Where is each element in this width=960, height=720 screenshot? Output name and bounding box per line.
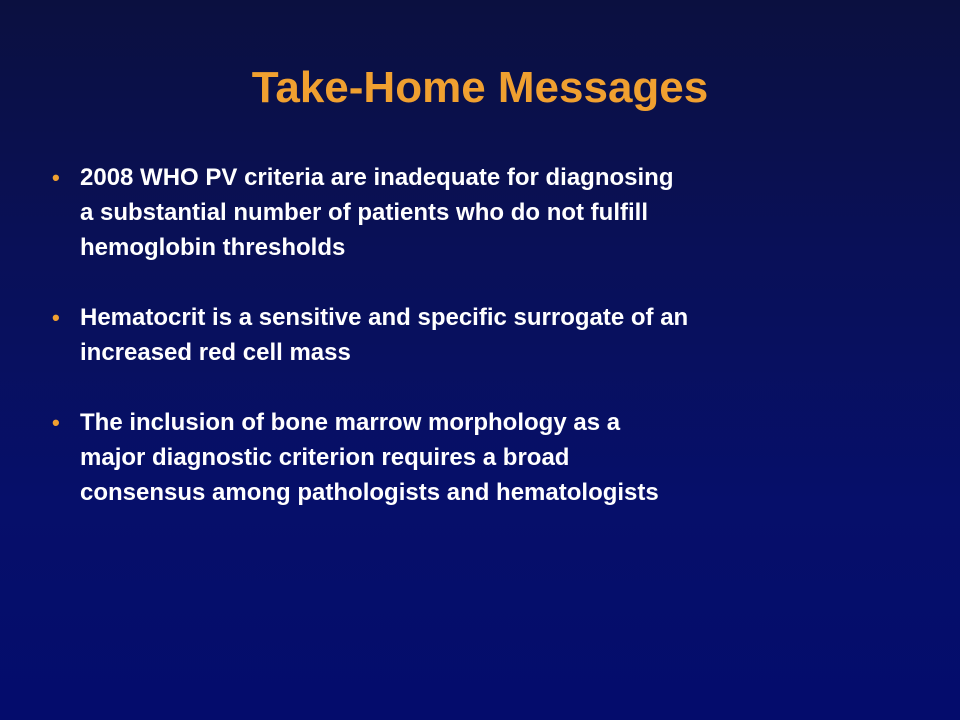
bullet-text-line: consensus among pathologists and hematol… — [80, 479, 659, 506]
bullet-item: • 2008 WHO PV criteria are inadequate fo… — [52, 160, 892, 265]
bullet-marker: • — [52, 410, 60, 435]
bullet-marker: • — [52, 165, 60, 190]
bullet-item: • Hematocrit is a sensitive and specific… — [52, 300, 892, 370]
bullet-text-line: The inclusion of bone marrow morphology … — [80, 409, 621, 436]
bullet-marker: • — [52, 305, 60, 330]
bullet-text-line: Hematocrit is a sensitive and specific s… — [80, 304, 689, 331]
bullet-text-line: a substantial number of patients who do … — [80, 199, 648, 226]
bullet-list: • 2008 WHO PV criteria are inadequate fo… — [52, 160, 892, 545]
bullet-item: • The inclusion of bone marrow morpholog… — [52, 405, 892, 510]
bullet-text-line: hemoglobin thresholds — [80, 234, 346, 261]
bullet-text-line: major diagnostic criterion requires a br… — [80, 444, 570, 471]
slide-title: Take-Home Messages — [251, 63, 709, 112]
bullet-text-line: 2008 WHO PV criteria are inadequate for … — [80, 164, 674, 191]
bullet-text-line: increased red cell mass — [80, 339, 351, 366]
